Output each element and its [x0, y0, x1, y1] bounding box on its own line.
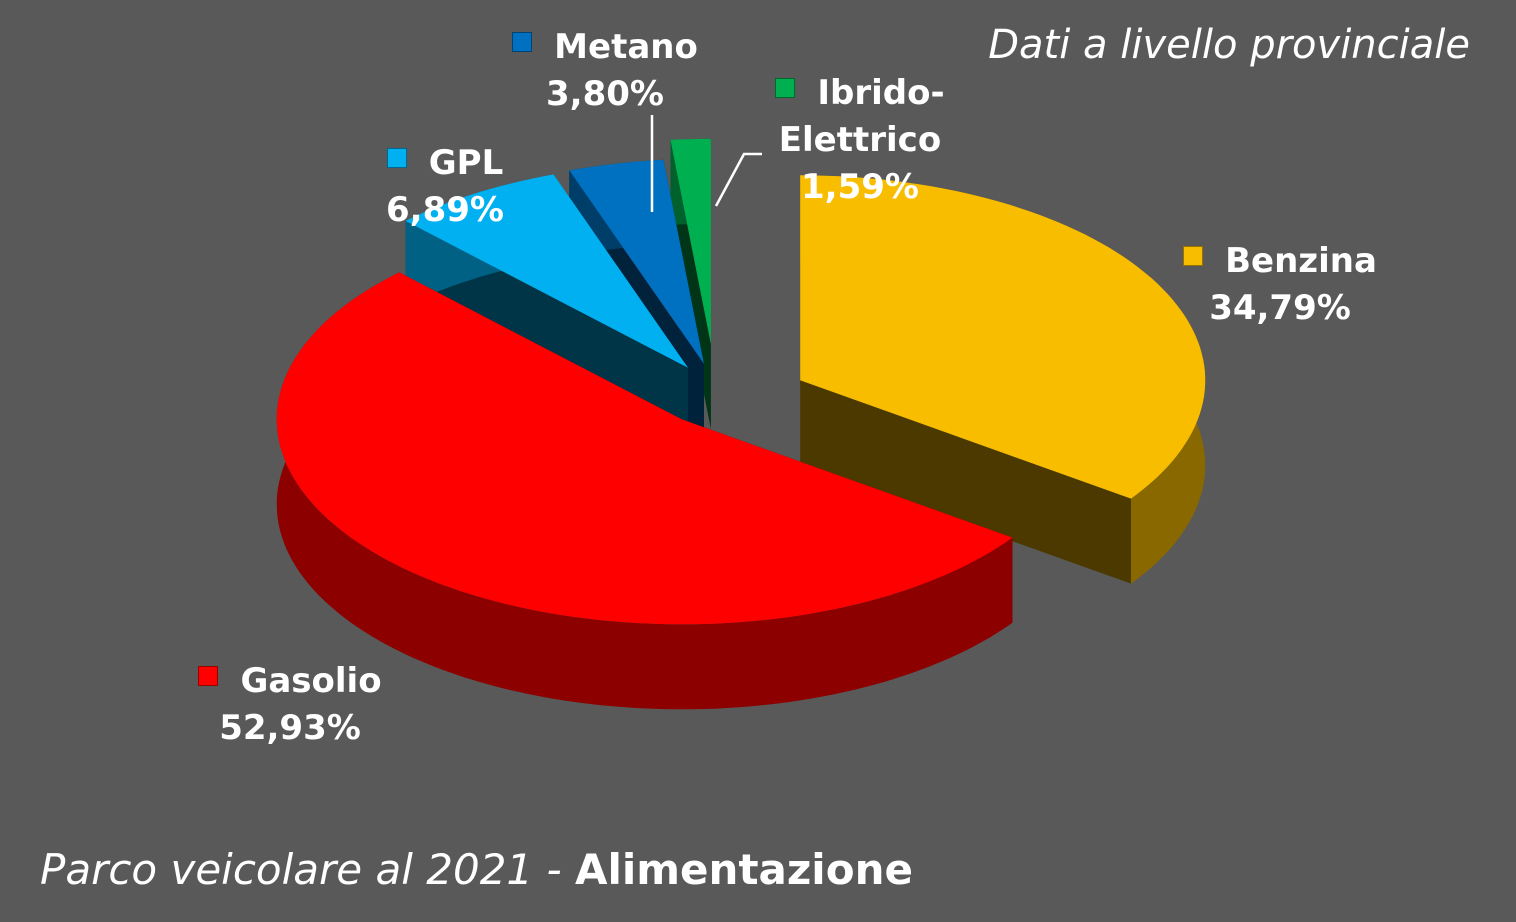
- value-label: 6,89%: [386, 190, 504, 230]
- value-label: 34,79%: [1209, 288, 1351, 328]
- legend-key: [512, 32, 533, 52]
- slice: [405, 174, 688, 368]
- category-label: Benzina: [1225, 241, 1377, 281]
- label-name-row: Metano: [480, 24, 730, 71]
- value-label: 3,80%: [546, 74, 664, 114]
- category-label: Gasolio: [240, 661, 382, 701]
- legend-key: [775, 78, 796, 98]
- title-text: Parco veicolare al 2021 -: [40, 845, 562, 894]
- data-label: Metano 3,80%: [480, 24, 730, 118]
- data-label: Ibrido-Elettrico 1,59%: [730, 70, 990, 211]
- data-label: GPL 6,89%: [330, 140, 560, 234]
- leader-line: [714, 152, 762, 207]
- value-label: 52,93%: [219, 708, 361, 748]
- slice-group: [276, 272, 1013, 710]
- slice-side: [800, 380, 1131, 584]
- slice: [569, 159, 704, 364]
- label-name-row: Gasolio: [170, 658, 410, 705]
- slice-group: [800, 175, 1206, 584]
- data-label: Benzina 34,79%: [1160, 238, 1400, 332]
- title-emphasis: Alimentazione: [575, 845, 913, 894]
- value-label: 1,59%: [801, 167, 919, 207]
- label-name-row: GPL: [330, 140, 560, 187]
- legend-key: [1183, 246, 1204, 266]
- slice-rim: [276, 272, 1013, 710]
- category-label: Ibrido-Elettrico: [778, 73, 945, 160]
- slice: [800, 175, 1206, 499]
- label-name-row: Ibrido-Elettrico: [730, 70, 990, 164]
- category-label: Metano: [554, 27, 698, 67]
- subtitle: Dati a livello provinciale: [988, 22, 1470, 68]
- category-label: GPL: [428, 143, 504, 183]
- slice: [276, 272, 1013, 625]
- label-name-row: Benzina: [1160, 238, 1400, 285]
- legend-key: [198, 666, 219, 686]
- data-label: Gasolio 52,93%: [170, 658, 410, 752]
- title: Parco veicolare al 2021 - Alimentazione: [40, 845, 913, 894]
- legend-key: [386, 148, 407, 168]
- slice: [670, 138, 711, 344]
